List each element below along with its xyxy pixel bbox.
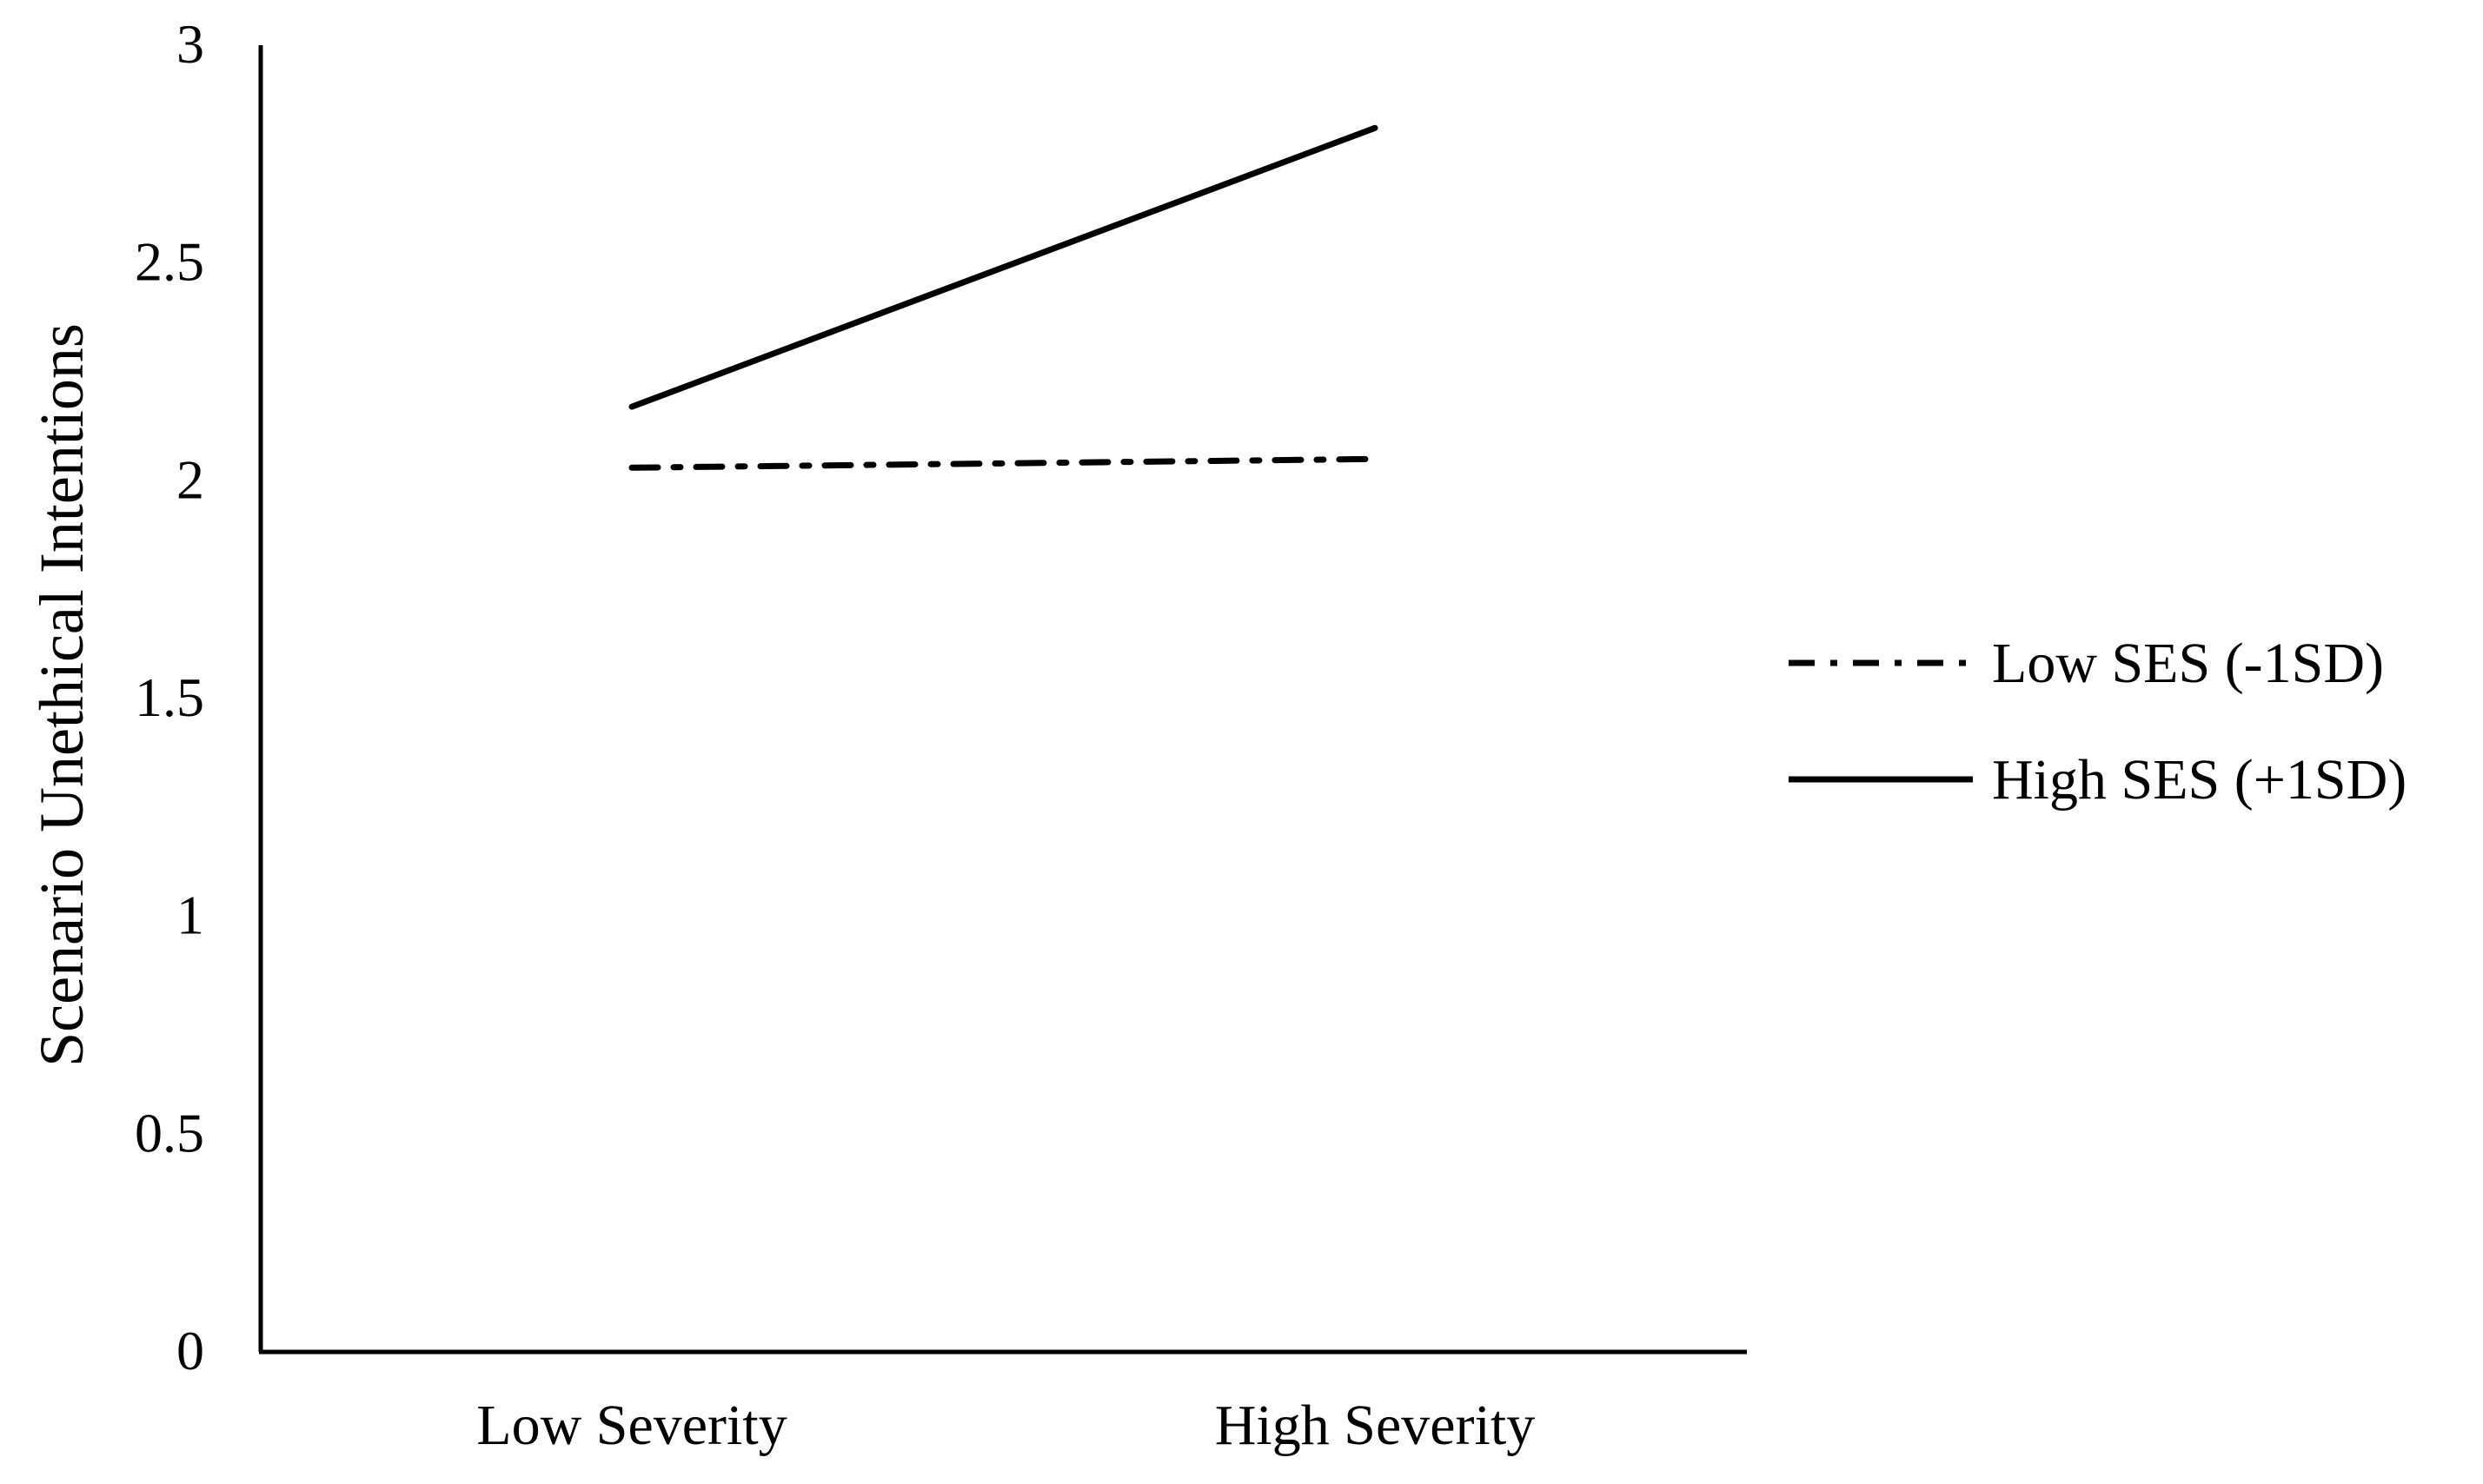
y-tick-label: 1.5	[135, 666, 204, 728]
legend-label: High SES (+1SD)	[1992, 748, 2407, 812]
legend-label: Low SES (-1SD)	[1992, 632, 2384, 695]
x-tick-label: Low Severity	[476, 1394, 787, 1457]
y-tick-label: 0.5	[135, 1102, 204, 1163]
y-tick-label: 2.5	[135, 231, 204, 293]
series-line-high-ses	[628, 124, 1378, 410]
y-tick-label: 0	[176, 1320, 204, 1381]
x-axis-labels: Low Severity High Severity	[476, 1394, 1535, 1457]
x-tick-label: High Severity	[1215, 1394, 1535, 1457]
y-tick-label: 2	[176, 448, 204, 510]
legend: Low SES (-1SD) High SES (+1SD)	[1789, 632, 2407, 812]
y-tick-label: 3	[176, 13, 204, 75]
y-tick-label: 1	[176, 884, 204, 946]
y-axis-ticks: 0 0.5 1 1.5 2 2.5 3	[135, 13, 204, 1381]
y-axis-title: Scenario Unethical Intentions	[27, 323, 96, 1067]
series-lines	[628, 124, 1378, 471]
series-line-low-ses	[628, 455, 1378, 471]
